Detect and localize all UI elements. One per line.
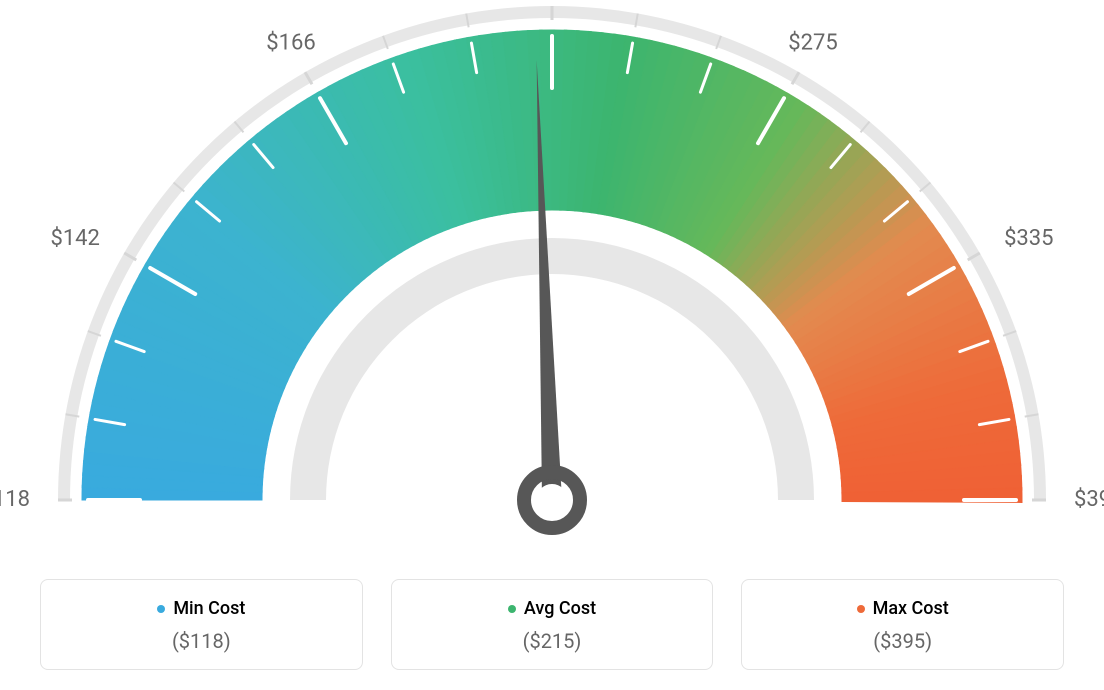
dot-icon <box>157 605 165 613</box>
legend-card-min: Min Cost ($118) <box>40 579 363 671</box>
legend-title-max: Max Cost <box>857 598 949 619</box>
legend-label: Avg Cost <box>524 598 596 619</box>
gauge-svg: $118$142$166$215$275$335$395 <box>0 0 1104 560</box>
dot-icon <box>857 605 865 613</box>
tick-label: $166 <box>266 31 315 56</box>
legend-label: Max Cost <box>873 598 949 619</box>
legend-value: ($118) <box>51 629 352 653</box>
tick-label: $142 <box>50 226 99 251</box>
legend-label: Min Cost <box>173 598 245 619</box>
legend-title-min: Min Cost <box>157 598 245 619</box>
dot-icon <box>508 605 516 613</box>
tick-label: $275 <box>788 31 837 56</box>
legend-row: Min Cost ($118) Avg Cost ($215) Max Cost… <box>40 579 1064 671</box>
legend-card-max: Max Cost ($395) <box>741 579 1064 671</box>
tick-label: $118 <box>0 487 30 512</box>
legend-title-avg: Avg Cost <box>508 598 596 619</box>
legend-value: ($395) <box>752 629 1053 653</box>
tick-label: $335 <box>1004 226 1053 251</box>
legend-card-avg: Avg Cost ($215) <box>391 579 714 671</box>
tick-label: $395 <box>1074 487 1104 512</box>
cost-gauge: $118$142$166$215$275$335$395 <box>0 0 1104 560</box>
legend-value: ($215) <box>402 629 703 653</box>
